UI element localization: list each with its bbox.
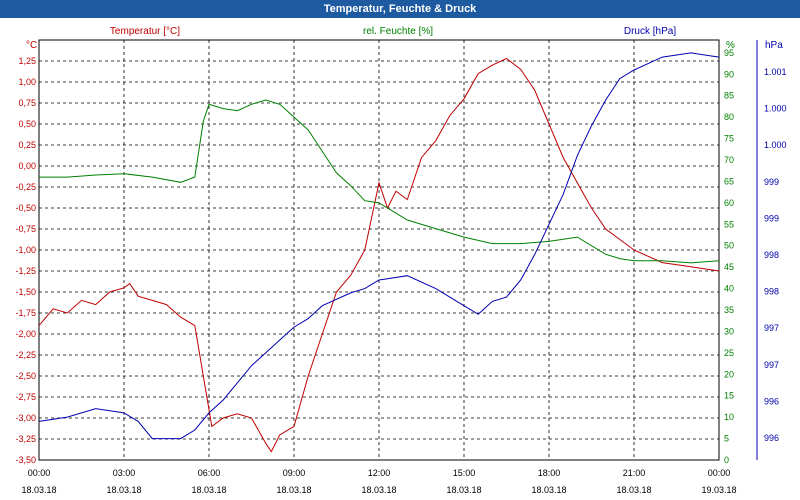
- left-tick-label: -2,75: [15, 392, 36, 402]
- tick-labels: 1,25 1,00 0,75 0,50 0,25 0,00 -0,25 -0,50 -0,75 -…: [15, 48, 786, 495]
- right1-tick-label: 95: [724, 48, 734, 58]
- left-tick-label: -1,00: [15, 245, 36, 255]
- left-tick-label: -1,75: [15, 308, 36, 318]
- left-tick-label: -1,25: [15, 266, 36, 276]
- right2-tick-label: 998: [764, 250, 779, 260]
- x-tick-date: 18.03.18: [276, 485, 311, 495]
- right1-tick-label: 75: [724, 134, 734, 144]
- grid: [38, 40, 720, 461]
- x-tick-time: 21:00: [623, 468, 646, 478]
- left-tick-label: 0,00: [18, 161, 36, 171]
- right1-tick-label: 65: [724, 176, 734, 186]
- x-tick-date: 19.03.18: [701, 485, 736, 495]
- humidity-line: [39, 99, 720, 264]
- right2-tick-label: 999: [764, 213, 779, 223]
- x-tick-date: 18.03.18: [106, 485, 141, 495]
- right1-axis-unit: %: [726, 40, 735, 51]
- left-tick-label: -3,25: [15, 434, 36, 444]
- pressure-line: [38, 52, 720, 440]
- left-tick-label: 1,00: [18, 77, 36, 87]
- right1-tick-label: 50: [724, 241, 734, 251]
- right2-tick-label: 1.000: [764, 140, 787, 150]
- chart-title: Temperatur, Feuchte & Druck: [0, 0, 800, 18]
- right1-tick-label: 70: [724, 155, 734, 165]
- x-tick-time: 03:00: [113, 468, 136, 478]
- left-tick-label: 0,75: [18, 98, 36, 108]
- x-tick-time: 15:00: [453, 468, 476, 478]
- left-tick-label: -0,25: [15, 182, 36, 192]
- right1-tick-label: 30: [724, 326, 734, 336]
- right1-tick-label: 25: [724, 348, 734, 358]
- x-tick-time: 06:00: [198, 468, 221, 478]
- right1-tick-label: 80: [724, 112, 734, 122]
- x-tick-date: 18.03.18: [616, 485, 651, 495]
- right1-tick-label: 40: [724, 284, 734, 294]
- x-tick-date: 18.03.18: [191, 485, 226, 495]
- right1-tick-label: 90: [724, 69, 734, 79]
- right2-axis-unit: hPa: [765, 40, 783, 51]
- right2-tick-label: 999: [764, 177, 779, 187]
- x-tick-time: 00:00: [28, 468, 51, 478]
- left-tick-label: -0,75: [15, 224, 36, 234]
- right1-tick-label: 35: [724, 305, 734, 315]
- x-tick-date: 18.03.18: [361, 485, 396, 495]
- right2-tick-label: 996: [764, 396, 779, 406]
- x-tick-time: 09:00: [283, 468, 306, 478]
- x-tick-time: 18:00: [538, 468, 561, 478]
- right2-tick-label: 996: [764, 433, 779, 443]
- right1-tick-label: 60: [724, 198, 734, 208]
- right2-tick-label: 998: [764, 287, 779, 297]
- x-tick-date: 18.03.18: [446, 485, 481, 495]
- left-tick-label: -0,50: [15, 203, 36, 213]
- x-tick-date: 18.03.18: [531, 485, 566, 495]
- left-axis-unit: °C: [26, 40, 37, 51]
- x-tick-time: 00:00: [708, 468, 731, 478]
- right2-tick-label: 1.001: [764, 67, 787, 77]
- left-tick-label: -3,00: [15, 413, 36, 423]
- right1-tick-label: 55: [724, 219, 734, 229]
- left-tick-label: -1,50: [15, 287, 36, 297]
- left-tick-label: 1,25: [18, 56, 36, 66]
- x-tick-date: 18.03.18: [21, 485, 56, 495]
- right1-tick-label: 45: [724, 262, 734, 272]
- right1-tick-label: 85: [724, 91, 734, 101]
- left-tick-label: -2,00: [15, 329, 36, 339]
- left-tick-label: -2,25: [15, 350, 36, 360]
- legend-humidity: rel. Feuchte [%]: [363, 26, 433, 37]
- left-tick-label: -2,50: [15, 371, 36, 381]
- right2-tick-label: 997: [764, 323, 779, 333]
- legend-temperature: Temperatur [°C]: [110, 26, 180, 37]
- temperature-line: [38, 57, 720, 453]
- right2-tick-label: 997: [764, 360, 779, 370]
- left-tick-label: 0,25: [18, 140, 36, 150]
- right1-tick-label: 5: [724, 434, 729, 444]
- right2-tick-label: 1.000: [764, 104, 787, 114]
- right1-tick-label: 15: [724, 391, 734, 401]
- legend-pressure: Druck [hPa]: [624, 26, 676, 37]
- series-lines: [38, 52, 720, 453]
- left-tick-label: -3,50: [15, 455, 36, 465]
- right1-tick-label: 0: [724, 455, 729, 465]
- x-tick-time: 12:00: [368, 468, 391, 478]
- right1-tick-label: 20: [724, 369, 734, 379]
- right1-tick-label: 10: [724, 412, 734, 422]
- left-tick-label: 0,50: [18, 119, 36, 129]
